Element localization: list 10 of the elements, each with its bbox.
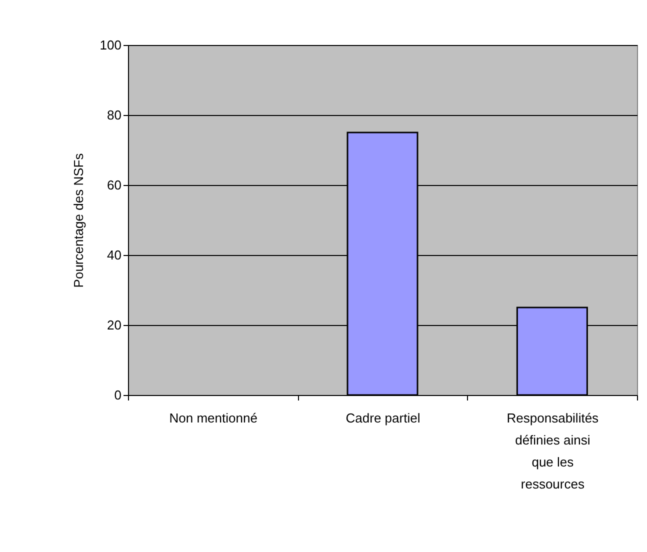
x-tick-label: Cadre partiel [346,410,420,426]
y-axis-title: Pourcentage des NSFs [70,152,86,288]
y-tick-label: 100 [100,38,122,52]
x-tick-label: Non mentionné [169,410,258,426]
x-tick-label: Responsabilités définies ainsi que les ressources [506,410,600,492]
y-tick-label: 60 [107,178,122,192]
y-tick-label: 20 [107,318,122,332]
y-tick-label: 80 [107,108,122,122]
y-tick-label: 0 [114,388,122,402]
y-tick-label: 40 [107,248,122,262]
